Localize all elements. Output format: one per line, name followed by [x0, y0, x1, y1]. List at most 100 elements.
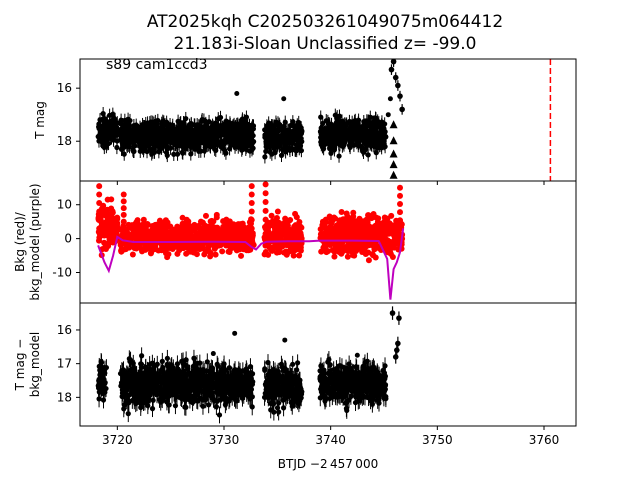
data-point [145, 125, 151, 131]
data-point [335, 131, 341, 137]
data-point [278, 152, 285, 158]
data-point [127, 128, 133, 134]
data-point [202, 212, 209, 219]
data-point [151, 120, 157, 126]
data-point [373, 214, 380, 221]
spike-point [397, 192, 403, 199]
data-point [223, 118, 229, 124]
data-point [331, 253, 338, 260]
data-point [236, 225, 243, 232]
data-point [380, 136, 386, 142]
data-point [104, 206, 111, 213]
data-point [99, 127, 106, 133]
data-point [144, 234, 151, 241]
data-segment [262, 115, 305, 164]
spike-point [262, 207, 269, 214]
data-point [296, 252, 303, 259]
outlier-point [387, 96, 393, 102]
data-point [163, 229, 170, 236]
data-point [199, 219, 206, 226]
data-point [133, 245, 140, 252]
data-point [155, 117, 161, 124]
panel-top: 16 18 T mag s89 cam1ccd3 [33, 57, 577, 185]
data-point [219, 124, 226, 130]
data-point [381, 233, 388, 240]
data-point [114, 144, 120, 151]
data-point [159, 244, 166, 251]
data-point [133, 219, 140, 226]
chart-title-line1: AT2025kqh C202503261049075m064412 [147, 12, 503, 32]
spike-point [262, 225, 269, 232]
flare-point [390, 59, 397, 65]
spike-point [96, 183, 103, 190]
data-point [270, 244, 277, 251]
data-point [121, 151, 127, 157]
data-point [226, 123, 232, 129]
spike-point [96, 208, 103, 215]
data-point [382, 129, 388, 135]
data-point [213, 211, 220, 218]
data-point [376, 222, 383, 229]
data-point [111, 222, 118, 229]
data-point [292, 147, 299, 153]
data-point [151, 149, 158, 155]
data-point [98, 372, 105, 378]
data-point [168, 135, 174, 141]
spike-point [397, 217, 403, 224]
spike-point [120, 218, 127, 225]
data-point [118, 134, 124, 140]
data-segment [117, 347, 256, 424]
data-point [99, 131, 105, 138]
spike-point [397, 184, 403, 191]
data-point [349, 252, 356, 259]
data-point [278, 233, 285, 240]
data-point [288, 122, 294, 129]
data-point [163, 250, 170, 257]
panel-middle: 10 0 -10 Bkg (red)/bkg_model (purple) [13, 180, 577, 304]
data-point [350, 213, 357, 220]
data-point [235, 134, 241, 141]
data-point [292, 210, 299, 217]
data-point [246, 122, 253, 128]
data-point [103, 126, 110, 132]
data-point [108, 134, 114, 140]
data-point [286, 127, 292, 134]
data-point [366, 138, 372, 144]
data-point [365, 257, 372, 264]
data-point [223, 216, 230, 223]
data-point [351, 244, 358, 251]
data-point [284, 141, 290, 147]
data-point [375, 131, 381, 137]
data-point [238, 252, 245, 259]
spike-point [397, 225, 403, 232]
data-point [230, 225, 237, 232]
data-point [365, 212, 372, 219]
data-point [365, 123, 371, 129]
data-point [234, 124, 240, 130]
data-point [333, 140, 339, 146]
data-point [131, 123, 137, 129]
upper-limit-marker [389, 120, 398, 129]
spike-point [262, 181, 269, 188]
data-point [201, 226, 208, 233]
data-point [191, 227, 198, 234]
spike-point [120, 198, 127, 205]
data-point [276, 243, 283, 250]
data-point [186, 248, 193, 255]
data-point [378, 123, 384, 130]
y-tick-label: 0 [64, 232, 72, 246]
bkg-model-line [97, 228, 405, 300]
panel-plot-area [95, 306, 402, 424]
data-point [179, 232, 186, 239]
data-point [195, 222, 202, 229]
data-point [338, 225, 345, 232]
upper-limit-marker [389, 149, 398, 158]
data-point [250, 123, 257, 129]
data-point [212, 244, 219, 251]
data-point [179, 149, 185, 155]
data-point [340, 216, 347, 223]
data-point [380, 227, 387, 234]
data-point [356, 215, 363, 222]
data-point [384, 238, 391, 245]
